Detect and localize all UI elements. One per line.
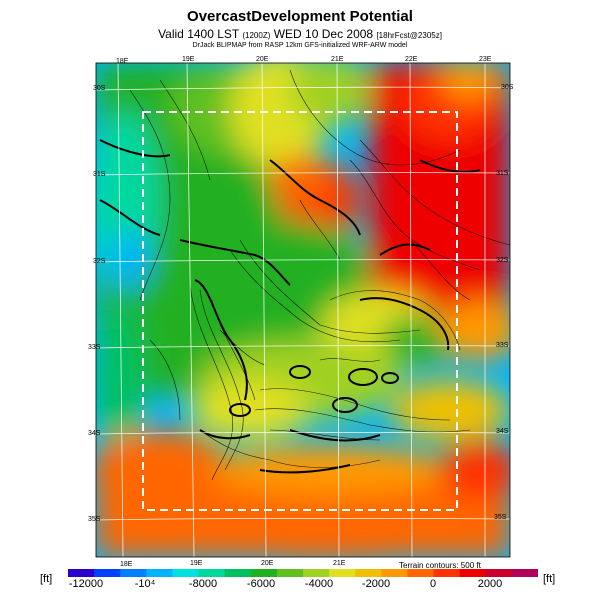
lat-label: 33S <box>496 342 509 349</box>
lon-label: 21E <box>331 56 344 63</box>
valid-prefix: Valid 1400 LST <box>158 27 240 41</box>
colorbar-swatch <box>172 569 200 577</box>
lon-label: 21E <box>333 560 346 567</box>
potential-field <box>96 63 510 557</box>
lat-label: 30S <box>501 84 514 91</box>
lat-label: 31S <box>93 171 106 178</box>
model-credit: DrJack BLIPMAP from RASP 12km GFS-initia… <box>192 42 408 49</box>
colorbar-swatch <box>329 569 356 577</box>
colorbar-tick: -6000 <box>246 578 276 590</box>
colorbar-swatch <box>250 569 278 577</box>
colorbar-swatch <box>381 569 408 577</box>
colorbar-swatch <box>146 569 173 577</box>
valid-time: Valid 1400 LST (1200Z) WED 10 Dec 2008 [… <box>0 27 600 41</box>
lat-label: 34S <box>496 428 509 435</box>
colorbar-unit-right: [ft] <box>543 573 556 585</box>
colorbar-swatch <box>355 569 382 577</box>
colorbar-swatch <box>224 569 252 577</box>
page-title: OvercastDevelopment Potential <box>187 8 413 25</box>
colorbar-swatch <box>276 569 304 577</box>
lat-label: 31S <box>496 170 509 177</box>
lon-label: 18E <box>116 58 129 65</box>
lat-label: 35S <box>88 516 101 523</box>
colorbar-tick: 2000 <box>477 578 503 590</box>
lon-label: 23E <box>479 56 492 63</box>
terrain-contour-note: Terrain contours: 500 ft <box>399 561 481 570</box>
forecast-hour: [18hrFcst@2305z] <box>376 31 442 40</box>
map-frame <box>95 62 511 558</box>
colorbar-swatch <box>120 569 147 577</box>
colorbar-tick: -8000 <box>188 578 218 590</box>
colorbar-swatch <box>94 569 121 577</box>
valid-utc: (1200Z) <box>242 31 271 40</box>
colorbar-swatch <box>433 569 461 577</box>
colorbar-swatch <box>198 569 226 577</box>
lon-label: 22E <box>405 56 418 63</box>
colorbar-tick: 0 <box>429 578 437 590</box>
lat-label: 35S <box>494 514 507 521</box>
lat-label: 33S <box>88 344 101 351</box>
colorbar-unit-left: [ft] <box>40 573 53 585</box>
lat-label: 30S <box>93 85 106 92</box>
colorbar-tick: -2000 <box>361 578 391 590</box>
lat-label: 34S <box>88 430 101 437</box>
colorbar-tick: -10⁴ <box>134 578 156 590</box>
lat-label: 32S <box>496 257 509 264</box>
valid-date: WED 10 Dec 2008 <box>273 27 374 41</box>
colorbar-swatch <box>511 569 538 577</box>
inner-domain-box <box>142 111 458 511</box>
colorbar-tick: -4000 <box>304 578 334 590</box>
lat-label: 32S <box>93 258 106 265</box>
colorbar-tick: -12000 <box>68 578 104 590</box>
terrain-contours <box>129 69 511 481</box>
lon-label: 18E <box>120 561 133 568</box>
colorbar-swatch <box>68 569 95 577</box>
colorbar-swatch <box>407 569 435 577</box>
colorbar-swatch <box>459 569 487 577</box>
lon-label: 20E <box>256 56 269 63</box>
colorbar <box>68 569 538 577</box>
colorbar-swatch <box>303 569 330 577</box>
lon-label: 20E <box>261 560 274 567</box>
lon-label: 19E <box>182 56 195 63</box>
lon-label: 19E <box>190 560 203 567</box>
potential-contours <box>99 139 481 474</box>
colorbar-swatch <box>485 569 513 577</box>
